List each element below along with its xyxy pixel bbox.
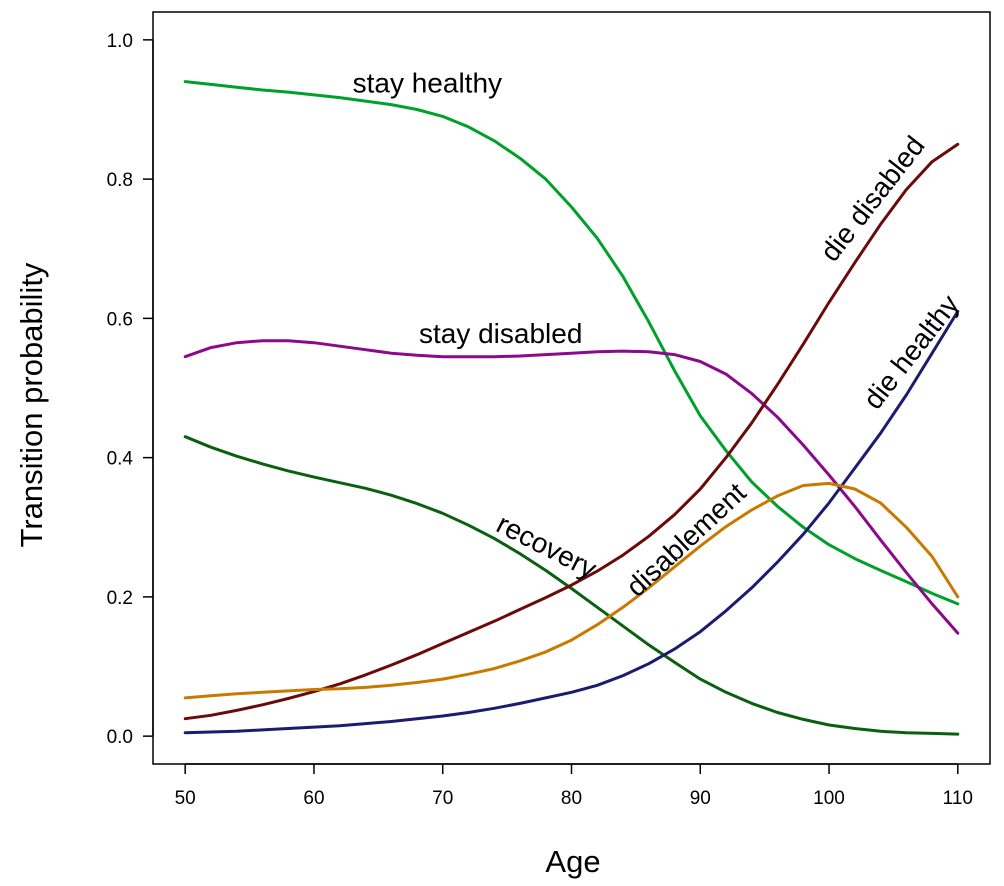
series-line-die-disabled	[183, 142, 960, 721]
x-axis-title: Age	[545, 844, 600, 879]
y-tick-label: 1.0	[107, 31, 133, 52]
series-line-stay-disabled	[183, 339, 960, 635]
y-tick-label: 0.6	[107, 309, 133, 330]
x-tick-label: 80	[561, 788, 582, 809]
y-tick-label: 0.8	[107, 170, 133, 191]
series-line-disablement	[183, 481, 960, 700]
curve-label-die-healthy: die healthy	[857, 289, 965, 415]
y-axis-title: Transition probability	[14, 262, 49, 547]
y-axis: 0.0 0.2 0.4 0.6 0.8 1.0	[107, 31, 154, 748]
curve-label-disablement: disablement	[620, 477, 752, 603]
x-axis: 50 60 70 80 90 100 110	[175, 763, 973, 809]
curve-label-stay-healthy: stay healthy	[353, 67, 502, 98]
series-layer	[183, 80, 960, 736]
curve-label-stay-disabled: stay disabled	[419, 318, 582, 349]
x-tick-label: 60	[303, 788, 324, 809]
x-tick-label: 70	[432, 788, 453, 809]
y-tick-label: 0.0	[107, 727, 133, 748]
x-tick-label: 50	[175, 788, 196, 809]
y-tick-label: 0.2	[107, 588, 133, 609]
x-tick-label: 100	[813, 788, 845, 809]
curve-label-die-disabled: die disabled	[814, 130, 930, 267]
series-line-die-healthy	[183, 309, 960, 735]
x-tick-label: 90	[690, 788, 711, 809]
series-line-stay-healthy	[183, 80, 960, 606]
x-tick-label: 110	[943, 788, 973, 809]
y-tick-label: 0.4	[107, 449, 134, 470]
series-line-recovery	[183, 435, 960, 736]
